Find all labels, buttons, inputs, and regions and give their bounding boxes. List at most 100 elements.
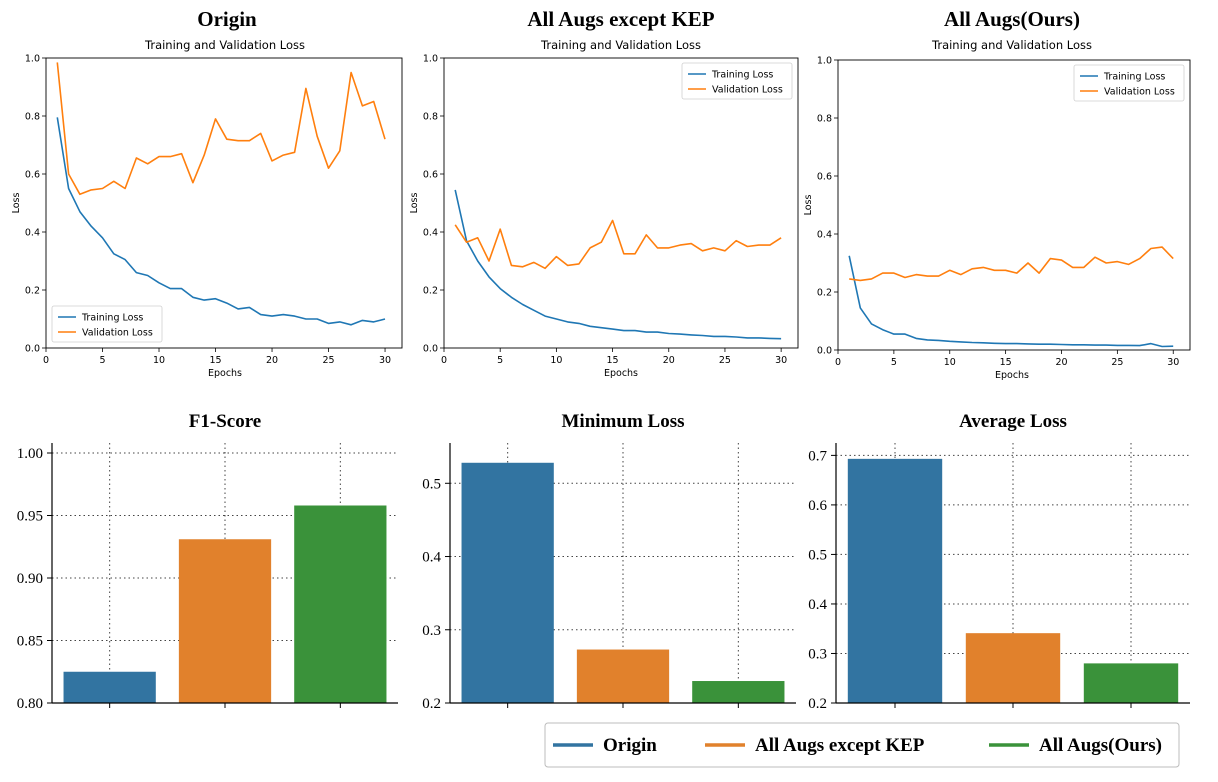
x-tick-label: 10 bbox=[944, 357, 956, 368]
y-tick-label: 0.2 bbox=[808, 696, 827, 712]
x-tick-label: 20 bbox=[266, 355, 278, 366]
x-tick-label: 5 bbox=[497, 355, 503, 366]
x-tick-label: 20 bbox=[1055, 357, 1067, 368]
x-axis-label: Epochs bbox=[604, 368, 638, 379]
bar-chart-3: Average Loss 0.2 0.3 0.4 0.5 0.6 0.7 bbox=[808, 411, 1190, 712]
bottom-legend-label: All Augs except KEP bbox=[755, 735, 925, 756]
y-tick-label: 0.4 bbox=[808, 597, 827, 613]
series-training-loss bbox=[56, 117, 386, 326]
x-axis-label: Epochs bbox=[208, 368, 242, 379]
y-tick-label: 1.00 bbox=[17, 446, 43, 462]
x-axis-label: Epochs bbox=[995, 370, 1029, 381]
y-tick-label: 0.2 bbox=[423, 286, 438, 297]
x-tick-label: 25 bbox=[719, 355, 731, 366]
legend: Training Loss Validation Loss bbox=[51, 305, 163, 343]
y-tick-label: 0.2 bbox=[422, 696, 441, 712]
x-tick-label: 30 bbox=[379, 355, 391, 366]
y-tick-label: 0.95 bbox=[17, 509, 43, 525]
loss-chart-1: Origin Training and Validation Loss 0 5 10 15… bbox=[11, 7, 403, 379]
bar-origin bbox=[461, 462, 554, 703]
y-tick-label: 0.0 bbox=[423, 344, 438, 355]
x-tick-label: 5 bbox=[891, 357, 897, 368]
x-tick-label: 30 bbox=[775, 355, 787, 366]
y-tick-label: 0.6 bbox=[25, 170, 40, 181]
y-tick-label: 0.6 bbox=[423, 170, 438, 181]
chart-title: F1-Score bbox=[189, 411, 261, 432]
bar-origin bbox=[63, 671, 156, 703]
legend-label: Validation Loss bbox=[712, 85, 783, 96]
plot-frame bbox=[443, 57, 799, 349]
chart-title: Average Loss bbox=[959, 411, 1067, 432]
y-tick-label: 0.85 bbox=[17, 634, 43, 650]
y-tick-label: 0.2 bbox=[25, 286, 40, 297]
y-tick-label: 0.2 bbox=[817, 288, 832, 299]
x-tick-label: 25 bbox=[1111, 357, 1123, 368]
series-validation-loss bbox=[56, 62, 386, 196]
x-tick-label: 5 bbox=[99, 355, 105, 366]
x-tick-label: 20 bbox=[663, 355, 675, 366]
legend-label: Validation Loss bbox=[1104, 87, 1175, 98]
y-tick-label: 0.0 bbox=[817, 346, 832, 357]
chart-title: All Augs(Ours) bbox=[944, 7, 1080, 31]
bottom-legend: Origin All Augs except KEP All Augs(Ours) bbox=[544, 722, 1180, 768]
x-tick-label: 10 bbox=[550, 355, 562, 366]
chart-subtitle: Training and Validation Loss bbox=[144, 38, 305, 52]
y-tick-label: 0.3 bbox=[422, 623, 441, 639]
y-tick-label: 0.5 bbox=[808, 547, 827, 563]
y-tick-label: 0.8 bbox=[423, 112, 438, 123]
bottom-legend-box bbox=[544, 722, 1180, 768]
plot-frame bbox=[45, 57, 403, 349]
bar-all-augs-ours bbox=[294, 505, 387, 703]
x-tick-label: 30 bbox=[1167, 357, 1179, 368]
y-axis-label: Loss bbox=[409, 193, 420, 214]
y-tick-label: 1.0 bbox=[817, 56, 832, 67]
loss-chart-3: All Augs(Ours) Training and Validation Lo… bbox=[803, 7, 1191, 381]
chart-title: All Augs except KEP bbox=[527, 7, 714, 31]
legend-label: Validation Loss bbox=[82, 328, 153, 339]
y-tick-label: 0.8 bbox=[817, 114, 832, 125]
y-tick-label: 0.5 bbox=[422, 476, 441, 492]
x-tick-label: 0 bbox=[835, 357, 841, 368]
legend: Training Loss Validation Loss bbox=[1073, 64, 1185, 102]
chart-subtitle: Training and Validation Loss bbox=[931, 38, 1092, 52]
y-tick-label: 0.6 bbox=[817, 172, 832, 183]
series-validation-loss bbox=[454, 219, 782, 270]
y-tick-label: 0.4 bbox=[25, 228, 40, 239]
chart-subtitle: Training and Validation Loss bbox=[540, 38, 701, 52]
y-tick-label: 0.80 bbox=[17, 696, 43, 712]
y-axis-label: Loss bbox=[803, 195, 814, 216]
y-tick-label: 0.0 bbox=[25, 344, 40, 355]
bar-all-augs-ours bbox=[692, 681, 785, 703]
legend-box bbox=[1073, 64, 1185, 102]
x-tick-label: 15 bbox=[1000, 357, 1012, 368]
bar-all-augs-except-kep bbox=[178, 539, 272, 703]
y-tick-label: 1.0 bbox=[25, 54, 40, 65]
chart-title: Minimum Loss bbox=[562, 411, 685, 432]
legend-label: Training Loss bbox=[711, 70, 773, 81]
bar-all-augs-ours bbox=[1083, 663, 1179, 703]
series-training-loss bbox=[848, 255, 1174, 348]
y-tick-label: 1.0 bbox=[423, 54, 438, 65]
y-tick-label: 0.4 bbox=[423, 228, 438, 239]
legend-box bbox=[51, 305, 163, 343]
bar-all-augs-except-kep bbox=[576, 649, 670, 703]
chart-title: Origin bbox=[197, 7, 257, 31]
y-tick-label: 0.7 bbox=[808, 448, 827, 464]
y-tick-label: 0.8 bbox=[25, 112, 40, 123]
series-training-loss bbox=[454, 189, 782, 340]
x-tick-label: 10 bbox=[153, 355, 165, 366]
loss-chart-2: All Augs except KEP Training and Validati… bbox=[409, 7, 799, 379]
bar-all-augs-except-kep bbox=[965, 633, 1061, 703]
bar-chart-2: Minimum Loss 0.2 0.3 0.4 0.5 bbox=[422, 411, 796, 712]
bar-chart-1: F1-Score 0.80 0.85 0.90 0.95 1.00 bbox=[17, 411, 398, 712]
y-axis-label: Loss bbox=[11, 193, 22, 214]
bottom-legend-label: Origin bbox=[603, 735, 657, 756]
y-tick-label: 0.90 bbox=[17, 571, 43, 587]
y-tick-label: 0.6 bbox=[808, 498, 827, 514]
x-tick-label: 15 bbox=[607, 355, 619, 366]
x-tick-label: 25 bbox=[322, 355, 334, 366]
legend-label: Training Loss bbox=[1103, 72, 1165, 83]
legend: Training Loss Validation Loss bbox=[681, 62, 793, 100]
bar-origin bbox=[847, 458, 943, 703]
